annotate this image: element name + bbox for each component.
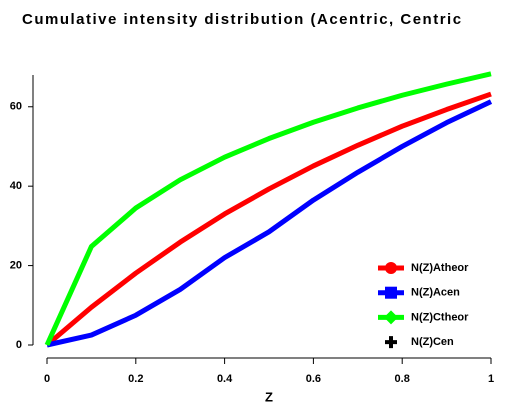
x-tick-label: 0 (44, 373, 50, 385)
legend-marker (385, 336, 397, 349)
chart-title: Cumulative intensity distribution (Acent… (22, 11, 463, 28)
legend-marker (385, 262, 397, 274)
x-tick-label: 1 (488, 373, 494, 385)
y-tick-label: 40 (10, 180, 22, 192)
legend-label: N(Z)Acen (411, 287, 460, 299)
x-tick-label: 0.6 (306, 373, 321, 385)
legend-marker (384, 310, 398, 325)
y-tick-label: 60 (10, 101, 22, 113)
series-line (44, 71, 492, 347)
legend-marker (385, 286, 397, 299)
x-tick-label: 0.2 (128, 373, 143, 385)
legend-label: N(Z)Ctheor (411, 311, 469, 323)
y-tick-label: 20 (10, 259, 22, 271)
x-tick-label: 0.8 (395, 373, 410, 385)
x-axis-label: Z (265, 389, 273, 404)
legend-label: N(Z)Cen (411, 336, 454, 348)
x-tick-label: 0.4 (217, 373, 233, 385)
series-line (45, 91, 492, 347)
y-tick-label: 0 (16, 339, 22, 351)
legend-label: N(Z)Atheor (411, 262, 469, 274)
series-line (46, 99, 493, 348)
